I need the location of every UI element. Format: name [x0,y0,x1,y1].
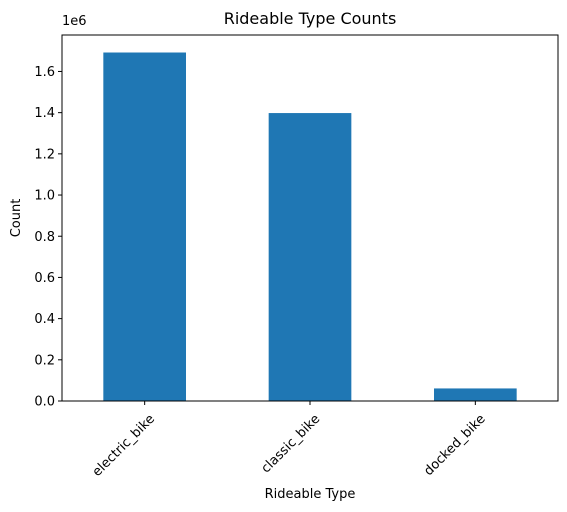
x-tick-label: docked_bike [421,412,488,479]
y-tick-label: 0.4 [34,312,55,327]
x-axis: electric_bike classic_bike docked_bike [90,401,489,480]
bar-classic-bike [268,113,352,401]
y-axis: 0.0 0.2 0.4 0.6 0.8 1.0 1.2 1.4 1.6 [34,65,62,410]
bar-docked-bike [434,388,517,401]
y-offset-label: 1e6 [62,14,87,29]
y-tick-label: 1.0 [34,189,55,204]
bar-electric-bike [103,52,186,401]
y-tick-label: 0.6 [34,271,55,286]
x-tick-label: classic_bike [259,412,324,477]
chart-title: Rideable Type Counts [224,9,397,28]
y-tick-label: 0.2 [34,353,55,368]
y-tick-label: 0.0 [34,395,55,410]
x-tick-label: electric_bike [90,412,158,480]
bars-layer [103,52,517,401]
y-axis-label: Count [9,199,24,238]
y-tick-label: 0.8 [34,230,55,245]
x-axis-label: Rideable Type [265,487,356,502]
y-tick-label: 1.4 [34,106,55,121]
plot-frame [61,34,559,402]
y-tick-label: 1.2 [34,147,55,162]
y-tick-label: 1.6 [34,65,55,80]
